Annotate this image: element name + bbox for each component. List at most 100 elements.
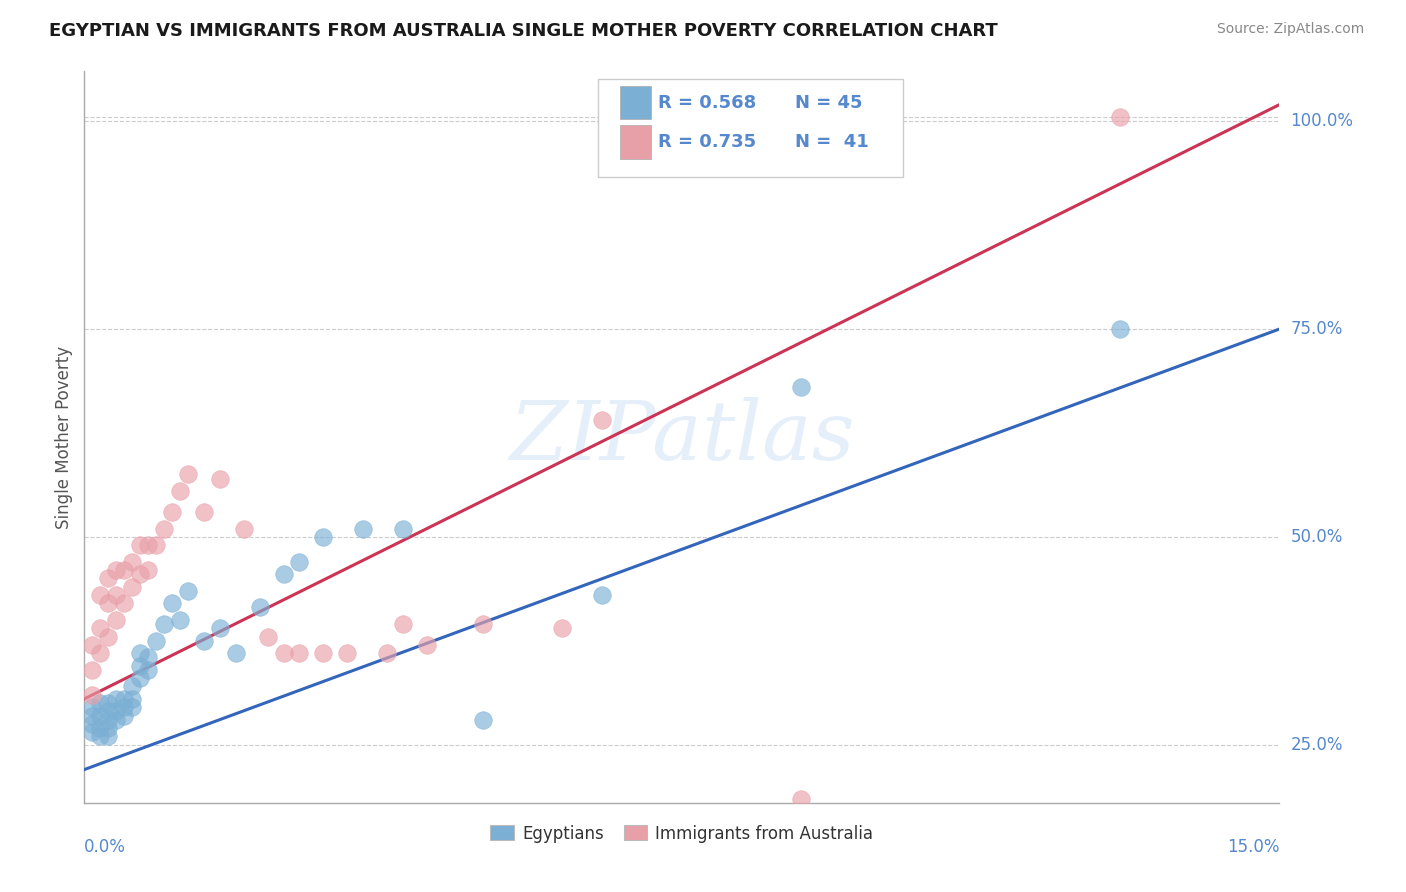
Point [352,521,374,535]
Point [97,729,120,743]
Point [312,530,335,544]
Point [208,621,231,635]
Point [145,538,167,552]
Point [193,505,215,519]
Point [288,555,311,569]
Point [82,688,104,702]
Point [208,472,231,486]
Text: 0.0%: 0.0% [84,838,127,855]
Point [89,646,111,660]
Text: Source: ZipAtlas.com: Source: ZipAtlas.com [1216,22,1364,37]
Point [89,621,111,635]
Point [97,571,120,585]
Point [105,692,128,706]
FancyBboxPatch shape [599,78,903,178]
Point [89,588,111,602]
Point [82,700,104,714]
Point [82,716,104,731]
Point [177,583,200,598]
Point [471,617,494,632]
Point [288,646,311,660]
Point [112,692,135,706]
Point [105,613,128,627]
Text: R = 0.568: R = 0.568 [658,94,756,112]
Point [160,596,183,610]
Point [89,729,111,743]
Point [82,725,104,739]
Point [591,588,613,602]
Point [145,633,167,648]
Point [392,617,415,632]
Point [273,567,295,582]
Point [82,663,104,677]
Point [97,696,120,710]
Point [256,630,278,644]
Text: R = 0.735: R = 0.735 [658,133,756,151]
Text: 25.0%: 25.0% [1291,736,1343,754]
Point [375,646,398,660]
Point [169,613,191,627]
Text: N = 45: N = 45 [796,94,863,112]
Point [129,567,152,582]
Point [169,484,191,499]
Point [89,721,111,735]
Point [1109,322,1132,336]
Point [136,650,159,665]
Point [177,467,200,482]
Point [82,708,104,723]
Text: 75.0%: 75.0% [1291,320,1343,338]
Point [312,646,335,660]
Point [97,596,120,610]
Text: EGYPTIAN VS IMMIGRANTS FROM AUSTRALIA SINGLE MOTHER POVERTY CORRELATION CHART: EGYPTIAN VS IMMIGRANTS FROM AUSTRALIA SI… [49,22,998,40]
Point [136,663,159,677]
Point [129,671,152,685]
Point [97,713,120,727]
Point [89,696,111,710]
Point [97,630,120,644]
Text: N =  41: N = 41 [796,133,869,151]
Point [193,633,215,648]
Point [129,538,152,552]
Legend: Egyptians, Immigrants from Australia: Egyptians, Immigrants from Australia [484,818,880,849]
Y-axis label: Single Mother Poverty: Single Mother Poverty [55,345,73,529]
Point [129,658,152,673]
Point [136,563,159,577]
Point [232,521,254,535]
Point [121,580,143,594]
Point [790,791,813,805]
Point [153,521,176,535]
Point [112,700,135,714]
Point [97,721,120,735]
Point [89,708,111,723]
Point [97,705,120,719]
Point [112,563,135,577]
Point [225,646,247,660]
Point [112,596,135,610]
Text: 15.0%: 15.0% [1227,838,1279,855]
Point [160,505,183,519]
Point [790,380,813,394]
Point [129,646,152,660]
Point [591,413,613,427]
Point [416,638,439,652]
Point [249,600,271,615]
Point [121,692,143,706]
Point [105,705,128,719]
Point [121,555,143,569]
Point [551,621,574,635]
Text: ZIPatlas: ZIPatlas [509,397,855,477]
Point [273,646,295,660]
FancyBboxPatch shape [620,125,651,159]
Point [336,646,359,660]
Text: 50.0%: 50.0% [1291,528,1343,546]
Point [82,638,104,652]
Point [112,708,135,723]
Point [105,713,128,727]
Point [105,588,128,602]
Point [136,538,159,552]
Point [1109,110,1132,124]
Point [153,617,176,632]
Point [121,680,143,694]
FancyBboxPatch shape [620,86,651,120]
Text: 100.0%: 100.0% [1291,112,1354,130]
